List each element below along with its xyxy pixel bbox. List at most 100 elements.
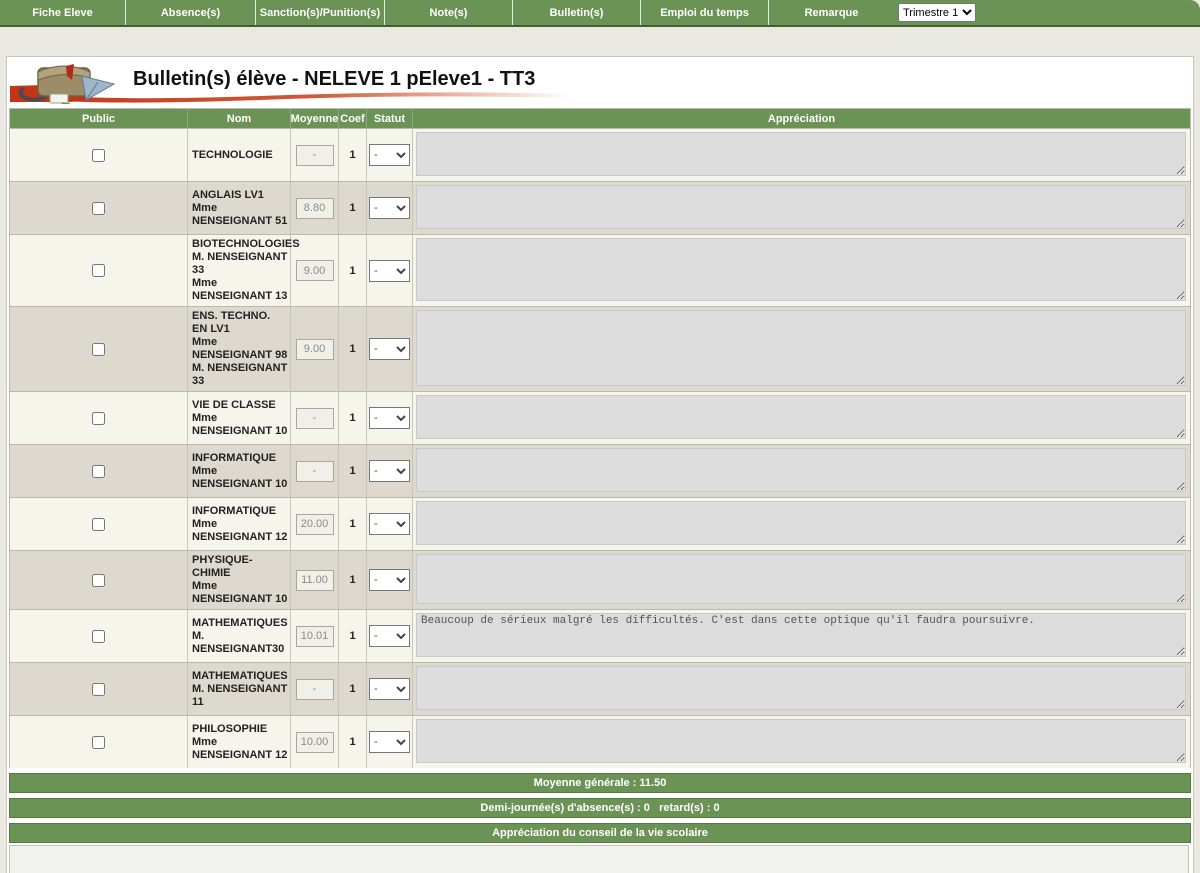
appreciation-cell: [413, 129, 1190, 181]
col-header-coef: Coef: [339, 109, 367, 128]
moyenne-input[interactable]: [295, 513, 334, 535]
subject-name: PHILOSOPHIE Mme NENSEIGNANT 12: [188, 716, 291, 768]
statut-select[interactable]: -: [369, 731, 410, 753]
appreciation-textarea[interactable]: [416, 613, 1186, 657]
nav-emploi-du-temps[interactable]: Emploi du temps: [641, 0, 769, 25]
appreciation-textarea[interactable]: [416, 448, 1186, 492]
appreciation-textarea[interactable]: [416, 310, 1186, 386]
statut-select[interactable]: -: [369, 144, 410, 166]
public-checkbox[interactable]: [92, 342, 105, 356]
public-cell: [10, 551, 188, 609]
public-checkbox[interactable]: [92, 201, 105, 215]
table-row: INFORMATIQUE Mme NENSEIGNANT 12 1 -: [10, 497, 1190, 550]
subject-name: INFORMATIQUE Mme NENSEIGNANT 10: [188, 445, 291, 497]
appreciation-textarea[interactable]: [416, 132, 1186, 176]
appreciation-textarea[interactable]: [416, 185, 1186, 229]
public-cell: [10, 498, 188, 550]
appreciation-cell: [413, 663, 1190, 715]
public-cell: [10, 445, 188, 497]
moyenne-input[interactable]: [295, 625, 334, 647]
appreciation-textarea[interactable]: [416, 666, 1186, 710]
public-cell: [10, 716, 188, 768]
moyenne-input[interactable]: [295, 260, 334, 281]
public-cell: [10, 235, 188, 306]
nav-remarque[interactable]: Remarque: [804, 6, 859, 19]
moyenne-input[interactable]: [295, 460, 334, 482]
col-header-public: Public: [10, 109, 188, 128]
statut-select[interactable]: -: [369, 460, 410, 482]
public-cell: [10, 307, 188, 391]
appreciation-textarea[interactable]: [416, 395, 1186, 439]
public-checkbox[interactable]: [92, 682, 105, 696]
statut-select[interactable]: -: [369, 259, 410, 282]
nav-fiche-eleve[interactable]: Fiche Eleve: [0, 0, 126, 25]
statut-select[interactable]: -: [369, 678, 410, 700]
statut-cell: -: [367, 129, 413, 181]
public-checkbox[interactable]: [92, 464, 105, 478]
appreciation-cell: [413, 716, 1190, 768]
moyenne-cell: [291, 663, 339, 715]
coef-value: 1: [339, 392, 367, 444]
vie-scolaire-header-bar: Appréciation du conseil de la vie scolai…: [9, 823, 1191, 843]
appreciation-cell: [413, 392, 1190, 444]
table-row: BIOTECHNOLOGIES M. NENSEIGNANT 33 Mme NE…: [10, 234, 1190, 306]
statut-cell: -: [367, 182, 413, 234]
public-checkbox[interactable]: [92, 735, 105, 749]
appreciation-textarea[interactable]: [416, 501, 1186, 545]
coef-value: 1: [339, 610, 367, 662]
table-row: INFORMATIQUE Mme NENSEIGNANT 10 1 -: [10, 444, 1190, 497]
public-cell: [10, 182, 188, 234]
statut-select[interactable]: -: [369, 625, 410, 647]
moyenne-input[interactable]: [295, 678, 334, 700]
moyenne-input[interactable]: [295, 407, 334, 429]
appreciation-textarea[interactable]: [416, 719, 1186, 763]
public-checkbox[interactable]: [92, 573, 105, 587]
statut-cell: -: [367, 445, 413, 497]
appreciation-cell: [413, 307, 1190, 391]
subject-name: MATHEMATIQUES M. NENSEIGNANT30: [188, 610, 291, 662]
appreciation-textarea[interactable]: [416, 238, 1186, 301]
table-row: PHYSIQUE-CHIMIE Mme NENSEIGNANT 10 1 -: [10, 550, 1190, 609]
col-header-appreciation: Appréciation: [767, 112, 836, 125]
coef-value: 1: [339, 129, 367, 181]
moyenne-input[interactable]: [295, 338, 334, 360]
nav-absences[interactable]: Absence(s): [126, 0, 256, 25]
moyenne-input[interactable]: [295, 197, 334, 219]
statut-select[interactable]: -: [369, 569, 410, 591]
nav-notes[interactable]: Note(s): [385, 0, 513, 25]
appreciation-cell: [413, 551, 1190, 609]
moyenne-cell: [291, 445, 339, 497]
table-row: PHILOSOPHIE Mme NENSEIGNANT 12 1 -: [10, 715, 1190, 768]
statut-cell: -: [367, 716, 413, 768]
nav-sanctions-punitions[interactable]: Sanction(s)/Punition(s): [256, 0, 385, 25]
public-checkbox[interactable]: [92, 629, 105, 643]
appreciation-textarea[interactable]: [416, 554, 1186, 604]
statut-select[interactable]: -: [369, 338, 410, 360]
subject-name: TECHNOLOGIE: [188, 129, 291, 181]
moyenne-cell: [291, 235, 339, 306]
nav-bulletins[interactable]: Bulletin(s): [513, 0, 641, 25]
col-header-moyenne: Moyenne: [291, 109, 339, 128]
public-checkbox[interactable]: [92, 148, 105, 162]
top-navigation: Fiche Eleve Absence(s) Sanction(s)/Punit…: [0, 0, 1200, 27]
table-row: MATHEMATIQUES M. NENSEIGNANT30 1 -: [10, 609, 1190, 662]
statut-select[interactable]: -: [369, 513, 410, 535]
statut-cell: -: [367, 610, 413, 662]
coef-value: 1: [339, 716, 367, 768]
public-checkbox[interactable]: [92, 517, 105, 531]
public-cell: [10, 392, 188, 444]
moyenne-input[interactable]: [295, 731, 334, 753]
moyenne-input[interactable]: [295, 569, 334, 591]
vie-scolaire-textarea[interactable]: [9, 845, 1189, 873]
moyenne-input[interactable]: [295, 144, 334, 166]
statut-cell: -: [367, 235, 413, 306]
main-panel: Bulletin(s) élève - NELEVE 1 pEleve1 - T…: [6, 56, 1194, 873]
trimestre-select[interactable]: Trimestre 1: [898, 3, 976, 22]
public-checkbox[interactable]: [92, 264, 105, 277]
statut-select[interactable]: -: [369, 197, 410, 219]
moyenne-cell: [291, 307, 339, 391]
public-checkbox[interactable]: [92, 411, 105, 425]
coef-value: 1: [339, 235, 367, 306]
moyenne-cell: [291, 498, 339, 550]
statut-select[interactable]: -: [369, 407, 410, 429]
